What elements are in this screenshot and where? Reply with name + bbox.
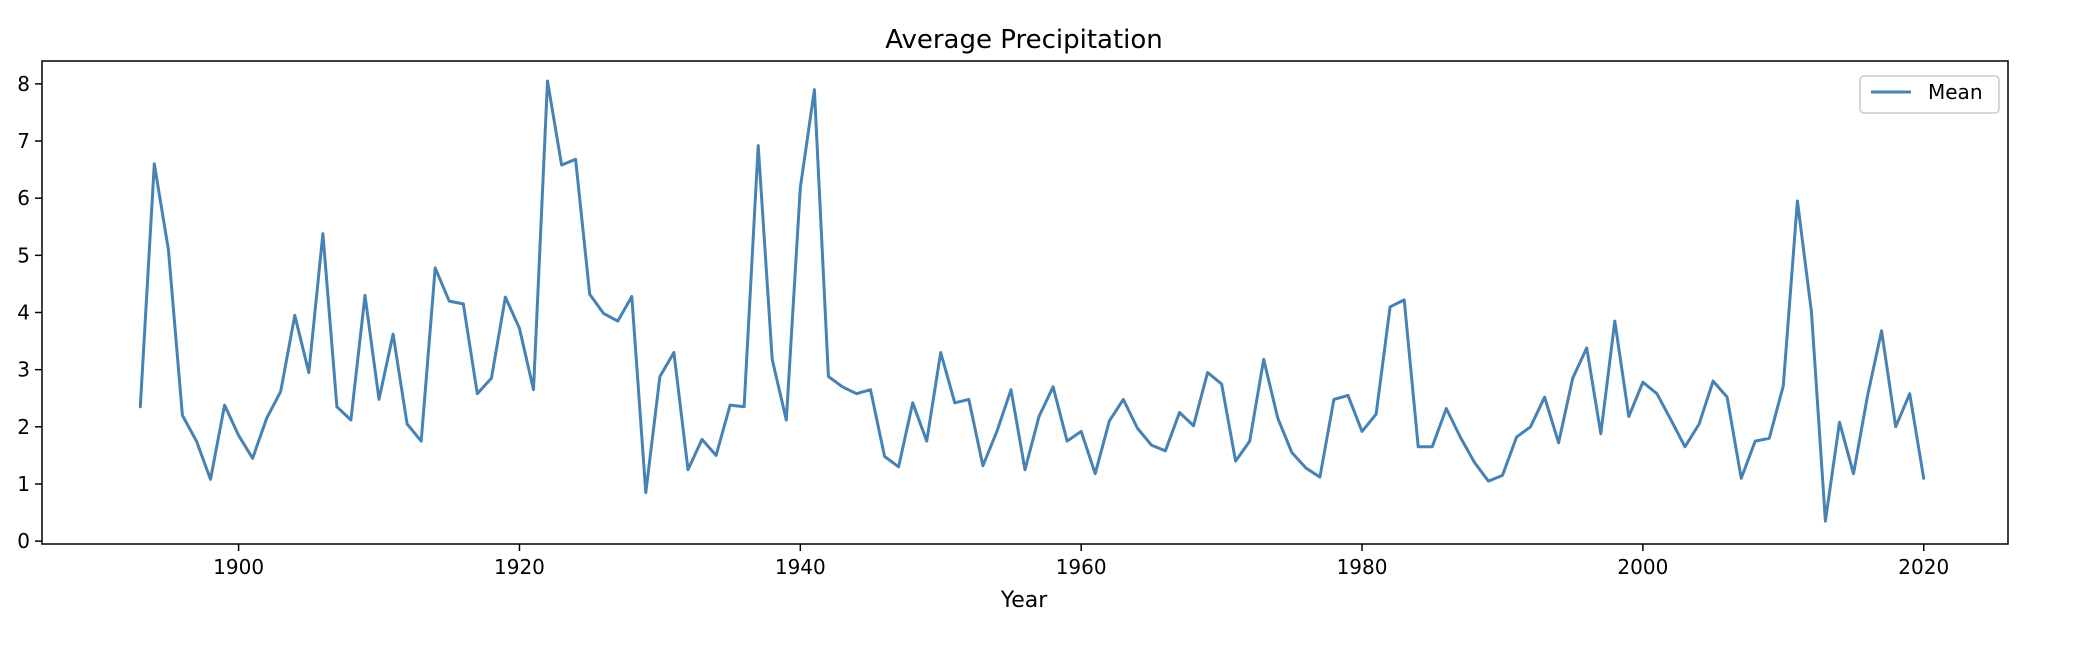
x-tick-label: 1940 xyxy=(775,555,826,579)
plot-area xyxy=(138,79,1926,523)
y-tick-label: 8 xyxy=(17,72,30,96)
y-tick-label: 4 xyxy=(17,301,30,325)
legend-box xyxy=(1859,75,2000,114)
series-line-mean xyxy=(138,79,1926,523)
y-tick-label: 0 xyxy=(17,529,30,553)
y-tick-label: 1 xyxy=(17,472,30,496)
x-axis-label: Year xyxy=(1000,588,1049,613)
legend-label-mean: Mean xyxy=(1928,80,1983,104)
x-tick-label: 2000 xyxy=(1617,555,1668,579)
y-tick-label: 3 xyxy=(17,358,30,382)
legend: Mean xyxy=(1859,75,2000,114)
x-tick-label: 1980 xyxy=(1337,555,1388,579)
y-tick-label: 2 xyxy=(17,415,30,439)
x-tick-label: 2020 xyxy=(1898,555,1949,579)
y-tick-label: 6 xyxy=(17,186,30,210)
x-tick-label: 1960 xyxy=(1056,555,1107,579)
plot-frame xyxy=(41,60,2009,545)
y-tick-label: 7 xyxy=(17,129,30,153)
y-tick-label: 5 xyxy=(17,243,30,267)
x-tick-label: 1900 xyxy=(213,555,264,579)
x-tick-label: 1920 xyxy=(494,555,545,579)
chart-title: Average Precipitation xyxy=(885,25,1163,55)
axes: 1900 1920 1940 1960 1980 2000 2020 0 1 2 3 4 5 6 7 8 xyxy=(17,60,2009,579)
